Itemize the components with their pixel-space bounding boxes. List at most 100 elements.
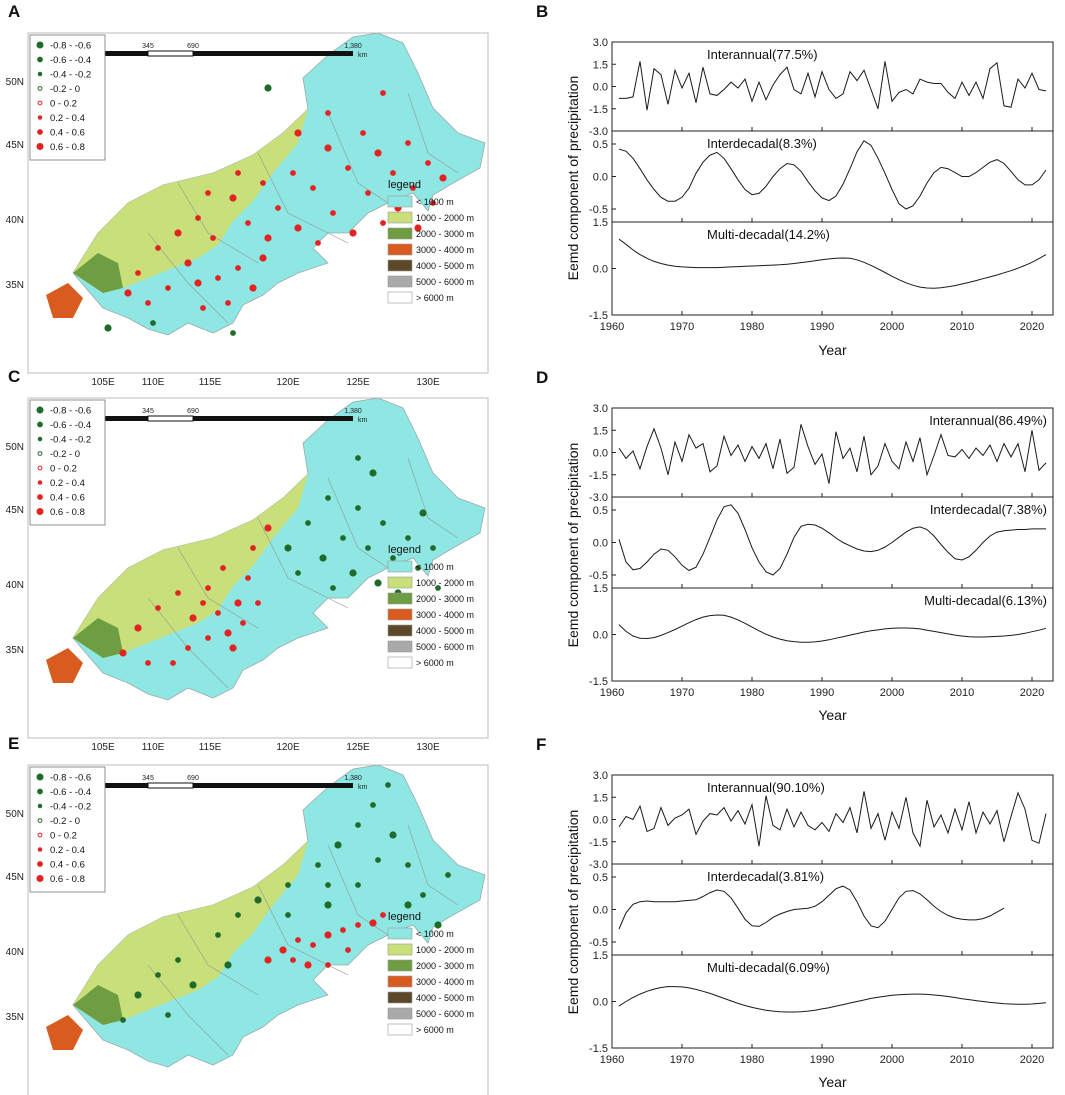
site-positive — [374, 149, 382, 157]
legend-label: 0.4 - 0.6 — [50, 860, 85, 871]
subplot: 1.5 0.0 -1.5 Multi-decadal(14.2%) — [589, 217, 1054, 322]
y-tick-label: 1.5 — [593, 217, 608, 229]
legend-title: legend — [388, 544, 421, 556]
scale-label: 345 — [142, 775, 154, 782]
legend-swatch — [387, 608, 413, 621]
site-negative — [235, 912, 241, 918]
site-positive — [145, 300, 151, 306]
scale-label: 690 — [187, 43, 199, 50]
province-boundary — [407, 824, 459, 906]
site-positive — [425, 160, 431, 166]
legend-swatch — [387, 927, 413, 940]
site-positive — [414, 224, 422, 232]
site-negative — [405, 535, 411, 541]
legend-label: 5000 - 6000 m — [416, 277, 474, 287]
site-positive — [405, 140, 411, 146]
site-positive — [260, 180, 266, 186]
map-area — [46, 398, 486, 701]
series-line — [619, 61, 1047, 111]
legend-swatch — [387, 624, 413, 637]
province-boundary — [407, 92, 459, 174]
y-tick-label: 0.5 — [593, 505, 608, 517]
site-positive — [310, 942, 316, 948]
site-negative — [355, 882, 361, 888]
chart-panel-b: B 3.0 1.5 0.0 -1.5 -3.0 Interannual(77.5%) 0.5… — [536, 2, 1054, 358]
scale-segment — [193, 51, 353, 56]
legend-label: -0.8 - -0.6 — [50, 406, 91, 417]
lon-label: 125E — [346, 377, 370, 388]
series-line — [618, 885, 1005, 930]
x-axis-label: Year — [818, 707, 847, 723]
legend-label: 3000 - 4000 m — [416, 245, 474, 255]
site-negative — [370, 802, 376, 808]
lon-label: 120E — [276, 377, 300, 388]
y-tick-label: 0.0 — [593, 997, 608, 1009]
lon-label: 130E — [416, 377, 440, 388]
subplot: 3.0 1.5 0.0 -1.5 -3.0 Interannual(86.49%) — [589, 403, 1054, 504]
site-positive — [264, 524, 272, 532]
site-negative — [355, 455, 361, 461]
site-positive — [295, 937, 301, 943]
x-tick-label: 1980 — [740, 1054, 764, 1066]
correlation-legend: -0.8 - -0.6 -0.6 - -0.4 -0.4 - -0.2 -0.2 - … — [29, 399, 106, 526]
y-tick-label: 1.5 — [593, 425, 608, 437]
y-axis-label: Eemd component of precipitation — [565, 76, 581, 281]
series-line — [618, 614, 1047, 643]
map-area — [46, 33, 486, 336]
y-tick-label: 0.0 — [593, 538, 608, 550]
site-positive — [255, 600, 261, 606]
site-negative — [134, 991, 142, 999]
scale-segment — [193, 783, 353, 788]
lat-label: 40N — [6, 215, 24, 226]
y-tick-label: -0.5 — [589, 570, 608, 582]
y-tick-label: -0.5 — [589, 204, 608, 216]
legend-label: 0 - 0.2 — [50, 831, 77, 842]
site-positive — [345, 947, 351, 953]
site-positive — [145, 660, 151, 666]
site-negative — [420, 892, 426, 898]
panel-label: A — [8, 2, 20, 21]
mountain-region — [73, 253, 123, 293]
legend-box — [29, 34, 106, 161]
legend-symbol — [37, 115, 43, 120]
subplot: 1.5 0.0 -1.5 Multi-decadal(6.13%) — [589, 583, 1054, 688]
elevation-legend: legend < 1000 m 1000 - 2000 m 2000 - 3000 m… — [387, 911, 474, 1036]
legend-symbol — [37, 480, 43, 485]
legend-symbol — [37, 86, 43, 91]
legend-symbol — [37, 129, 43, 135]
lat-label: 35N — [6, 1012, 24, 1023]
site-negative — [355, 505, 361, 511]
site-positive — [330, 210, 336, 216]
site-negative — [375, 857, 381, 863]
site-positive — [345, 165, 351, 171]
correlation-legend: -0.8 - -0.6 -0.6 - -0.4 -0.4 - -0.2 -0.2 - … — [29, 34, 106, 161]
y-tick-label: 0.0 — [593, 630, 608, 642]
site-negative — [374, 579, 382, 587]
province-boundary — [177, 914, 259, 996]
high-mountain-region — [46, 283, 83, 318]
x-tick-label: 1960 — [600, 687, 624, 699]
legend-symbol — [37, 421, 43, 428]
elevation-legend: legend < 1000 m 1000 - 2000 m 2000 - 3000 m… — [387, 544, 474, 669]
site-positive — [390, 170, 396, 176]
panel-label: F — [536, 735, 546, 754]
site-negative — [415, 565, 421, 571]
lon-label: 105E — [91, 742, 115, 753]
legend-symbol — [37, 451, 43, 456]
legend-box — [29, 766, 106, 893]
scale-unit: km — [358, 784, 368, 791]
site-positive — [215, 610, 221, 616]
legend-symbol — [36, 773, 44, 781]
legend-swatch — [387, 291, 413, 304]
chart-panel-d: D 3.0 1.5 0.0 -1.5 -3.0 Interannual(86.49%) 0.… — [536, 368, 1054, 723]
scale-segment — [193, 416, 353, 421]
site-positive — [229, 194, 237, 202]
legend-symbol — [37, 861, 43, 867]
site-positive — [430, 200, 436, 206]
site-positive — [294, 224, 302, 232]
site-positive — [439, 174, 447, 182]
series-label: Interdecadal(7.38%) — [930, 502, 1047, 517]
legend-label: 5000 - 6000 m — [416, 1009, 474, 1019]
scale-segment — [103, 416, 148, 421]
